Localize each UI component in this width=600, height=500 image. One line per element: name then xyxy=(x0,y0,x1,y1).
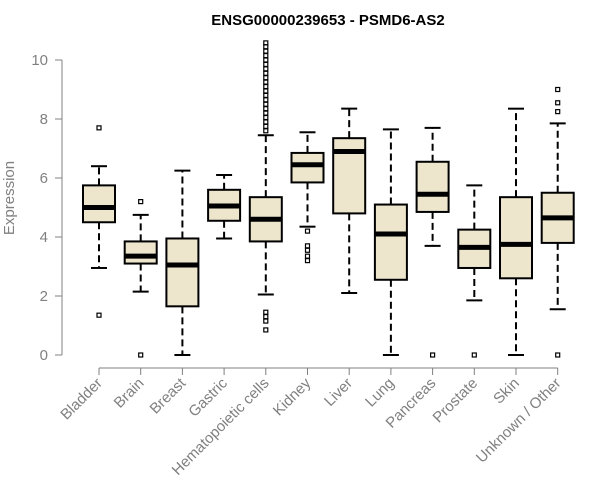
y-tick-label: 8 xyxy=(40,111,48,128)
outlier-point xyxy=(263,61,269,68)
y-tick-label: 0 xyxy=(40,347,48,364)
y-axis-label: Expression xyxy=(1,161,18,235)
box-iqr xyxy=(415,160,450,213)
outlier-point xyxy=(263,327,269,333)
outlier-point xyxy=(263,318,269,324)
x-tick-label: Prostate xyxy=(430,375,482,427)
y-axis: 0 2 4 6 8 10 xyxy=(31,52,63,364)
outlier-point xyxy=(304,247,311,253)
x-tick-label: Breast xyxy=(147,374,190,417)
box-iqr xyxy=(165,237,200,308)
box-iqr xyxy=(82,184,116,224)
box-group xyxy=(290,131,325,264)
outlier-point xyxy=(263,75,269,81)
outlier-point xyxy=(263,52,269,59)
outlier-point xyxy=(555,109,561,115)
y-tick-label: 10 xyxy=(31,52,48,69)
outlier-point xyxy=(430,352,436,358)
outlier-point xyxy=(263,106,269,112)
outlier-point xyxy=(263,128,269,134)
box-group xyxy=(332,107,367,295)
box-iqr xyxy=(499,196,533,280)
outlier-point xyxy=(138,352,144,358)
outlier-point xyxy=(96,125,102,131)
box-group xyxy=(248,40,283,333)
outlier-point xyxy=(263,48,269,54)
y-tick-label: 6 xyxy=(40,170,48,187)
outlier-point xyxy=(263,123,269,129)
x-tick-label: Liver xyxy=(321,375,356,410)
x-tick-label: Lung xyxy=(362,375,398,411)
box-group xyxy=(207,174,242,240)
outlier-point xyxy=(263,119,269,125)
x-tick-label: Kidney xyxy=(270,374,315,419)
outlier-point xyxy=(263,70,269,76)
outlier-point xyxy=(263,83,269,90)
outlier-point xyxy=(263,88,269,94)
outlier-point xyxy=(263,110,269,116)
outlier-point xyxy=(263,92,269,99)
outlier-point xyxy=(263,309,269,315)
box-group xyxy=(165,169,200,356)
x-tick-label: Brain xyxy=(111,375,148,412)
outlier-point xyxy=(138,199,144,205)
outlier-point xyxy=(304,253,311,259)
box-group xyxy=(373,128,408,356)
x-tick-label: Skin xyxy=(490,375,523,408)
outlier-point xyxy=(263,114,269,121)
outlier-point xyxy=(263,101,269,107)
box-iqr xyxy=(373,203,408,281)
box-group xyxy=(123,199,158,358)
box-group xyxy=(499,107,533,356)
outlier-point xyxy=(304,258,311,264)
box-iqr xyxy=(290,151,325,184)
box-group xyxy=(415,126,450,358)
box-group xyxy=(457,184,492,358)
outlier-point xyxy=(263,57,269,63)
outlier-point xyxy=(304,243,311,249)
y-tick-label: 4 xyxy=(40,229,48,246)
outlier-point xyxy=(263,40,269,46)
outlier-point xyxy=(96,312,102,318)
box-group xyxy=(82,125,116,318)
outlier-point xyxy=(555,86,561,93)
outlier-point xyxy=(263,97,269,103)
outlier-point xyxy=(263,79,269,85)
x-tick-label: Bladder xyxy=(57,375,106,424)
chart-title: ENSG00000239653 - PSMD6-AS2 xyxy=(211,12,444,29)
outlier-point xyxy=(263,66,269,72)
outlier-point xyxy=(555,352,561,358)
box-iqr xyxy=(123,240,158,265)
y-tick-label: 2 xyxy=(40,288,48,305)
plot-area xyxy=(82,40,575,358)
outlier-point xyxy=(471,352,477,358)
outlier-point xyxy=(304,228,311,234)
outlier-point xyxy=(263,314,269,320)
box-group xyxy=(540,86,575,358)
outlier-point xyxy=(555,100,561,106)
